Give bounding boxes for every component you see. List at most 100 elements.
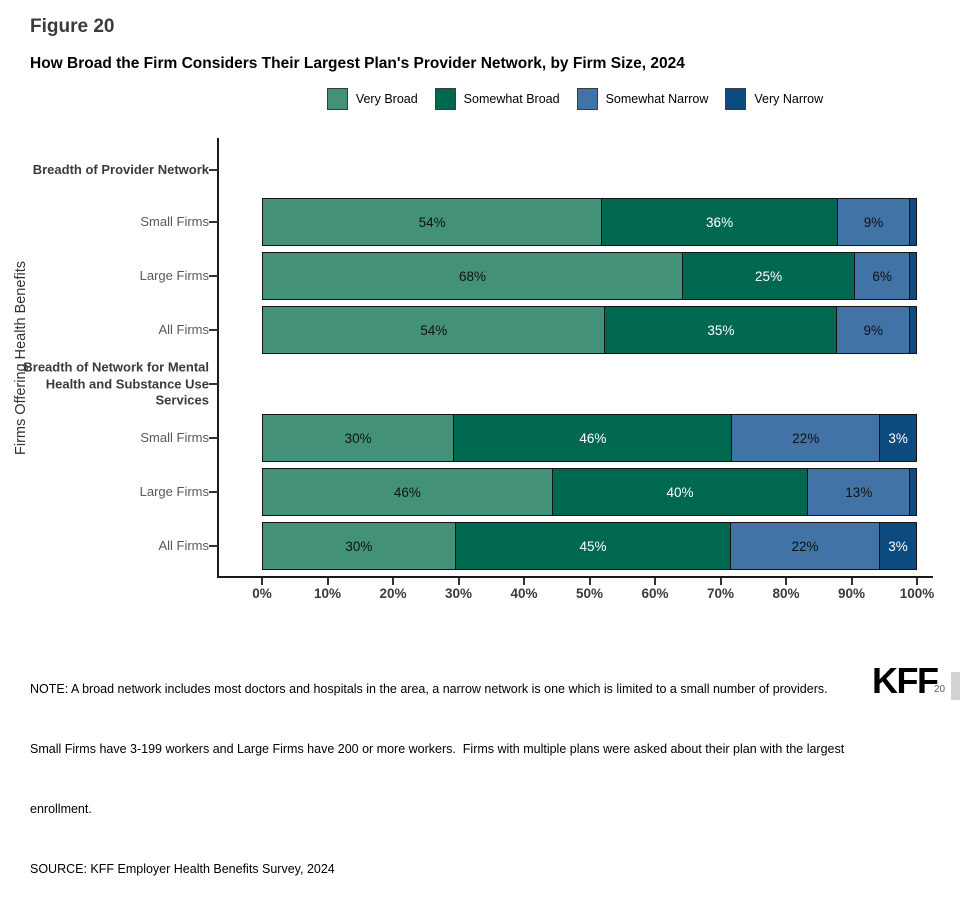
x-tick-label: 10% <box>313 586 342 601</box>
segment-very-broad: 54% <box>263 199 603 245</box>
y-axis-tick <box>209 383 218 385</box>
source-line: SOURCE: KFF Employer Health Benefits Sur… <box>30 862 335 876</box>
kff-logo: KFF <box>872 660 939 701</box>
segment-value-label: 30% <box>344 430 372 446</box>
segment-very-narrow <box>910 253 916 299</box>
x-axis-tick <box>588 578 591 585</box>
segment-very-narrow: 3% <box>880 415 916 461</box>
segment-value-label: 9% <box>863 322 883 338</box>
segment-somewhat-narrow: 9% <box>837 307 911 353</box>
x-axis-tick <box>719 578 722 585</box>
x-axis-tick <box>785 578 787 585</box>
legend-label: Very Broad <box>355 92 418 106</box>
segment-value-label: 54% <box>420 322 448 338</box>
x-tick-label: 30% <box>444 586 473 601</box>
legend-swatch-somewhat-broad <box>434 88 456 110</box>
row-label-large-firms: Large Firms <box>139 483 209 499</box>
legend-swatch-somewhat-narrow <box>576 88 598 110</box>
legend-label: Somewhat Broad <box>463 92 560 106</box>
segment-somewhat-broad: 35% <box>605 307 838 353</box>
segment-very-broad: 30% <box>263 415 455 461</box>
segment-value-label: 45% <box>579 538 607 554</box>
y-axis-tick <box>209 437 218 439</box>
y-axis-title: Firms Offering Health Benefits <box>13 261 29 455</box>
segment-value-label: 46% <box>579 430 607 446</box>
bar-group1-small-firms: 54% 36% 9% <box>262 198 917 246</box>
segment-value-label: 36% <box>706 214 734 230</box>
segment-value-label: 68% <box>458 268 487 284</box>
chart-title: How Broad the Firm Considers Their Large… <box>30 55 685 72</box>
segment-very-broad: 68% <box>263 253 683 299</box>
legend-label: Somewhat Narrow <box>605 92 709 106</box>
segment-very-narrow <box>910 307 916 353</box>
y-axis-tick <box>209 329 218 331</box>
footnotes: NOTE: A broad network includes most doct… <box>30 639 890 899</box>
x-axis-tick <box>326 578 329 585</box>
legend-item-very-narrow: Very Narrow <box>725 88 823 110</box>
legend-item-somewhat-narrow: Somewhat Narrow <box>576 88 709 110</box>
segment-value-label: 35% <box>707 322 735 338</box>
figure-number: Figure 20 <box>30 16 115 37</box>
note-line: enrollment. <box>30 802 92 816</box>
segment-somewhat-narrow: 13% <box>808 469 911 515</box>
segment-somewhat-broad: 36% <box>602 199 838 245</box>
y-axis-tick <box>209 221 218 223</box>
row-label-all-firms: All Firms <box>158 537 209 553</box>
segment-somewhat-broad: 40% <box>552 469 809 515</box>
segment-very-broad: 46% <box>263 469 553 515</box>
segment-value-label: 40% <box>666 484 694 500</box>
segment-value-label: 30% <box>345 538 373 554</box>
x-tick-label: 80% <box>772 586 800 601</box>
row-label-all-firms: All Firms <box>158 321 209 337</box>
segment-value-label: 9% <box>863 214 884 230</box>
segment-very-broad: 54% <box>263 307 606 353</box>
x-axis-tick <box>457 578 460 585</box>
segment-value-label: 6% <box>872 268 892 284</box>
segment-somewhat-broad: 25% <box>683 253 856 299</box>
bar-group2-all-firms: 30% 45% 22% 3% <box>262 522 917 570</box>
x-tick-label: 90% <box>837 586 866 601</box>
segment-value-label: 22% <box>792 430 820 446</box>
x-axis-tick <box>654 578 656 585</box>
note-line: Small Firms have 3-199 workers and Large… <box>30 742 845 756</box>
segment-very-narrow <box>910 199 916 245</box>
row-label-small-firms: Small Firms <box>140 213 209 229</box>
segment-somewhat-broad: 46% <box>454 415 733 461</box>
segment-value-label: 3% <box>888 430 908 446</box>
segment-somewhat-narrow: 22% <box>732 415 881 461</box>
segment-value-label: 25% <box>755 268 783 284</box>
bar-group2-small-firms: 30% 46% 22% 3% <box>262 414 917 462</box>
segment-somewhat-narrow: 9% <box>837 199 911 245</box>
x-tick-label: 20% <box>379 586 407 601</box>
segment-value-label: 54% <box>418 214 446 230</box>
segment-very-narrow: 3% <box>879 523 916 569</box>
bar-group1-large-firms: 68% 25% 6% <box>262 252 917 300</box>
segment-value-label: 22% <box>791 538 819 554</box>
y-axis-tick <box>209 545 218 547</box>
x-axis-tick <box>392 578 394 585</box>
y-axis-tick <box>209 169 218 171</box>
bar-group1-all-firms: 54% 35% 9% <box>262 306 917 354</box>
x-axis-tick <box>850 578 853 585</box>
segment-somewhat-broad: 45% <box>455 523 732 569</box>
segment-value-label: 46% <box>393 484 421 500</box>
legend-item-somewhat-broad: Somewhat Broad <box>434 88 560 110</box>
plot-area: 54% 36% 9% 68% 25% 6% 54% 35% 9% 30% 46% 22% 3% 46% 40… <box>209 138 934 601</box>
x-tick-label: 0% <box>252 586 272 601</box>
x-tick-label: 50% <box>575 586 604 601</box>
x-tick-label: 70% <box>706 586 735 601</box>
bar-group2-large-firms: 46% 40% 13% <box>262 468 917 516</box>
segment-somewhat-narrow: 22% <box>731 523 880 569</box>
x-axis-tick <box>261 578 263 585</box>
x-axis-tick <box>523 578 525 585</box>
row-label-large-firms: Large Firms <box>139 267 209 283</box>
y-axis-tick <box>209 491 218 493</box>
x-tick-label: 60% <box>641 586 669 601</box>
y-axis-tick <box>209 275 218 277</box>
group-header-1: Breadth of Provider Network <box>32 161 209 177</box>
x-tick-label: 40% <box>510 586 538 601</box>
legend-item-very-broad: Very Broad <box>326 88 418 110</box>
page-number: 20 <box>934 684 946 695</box>
legend-swatch-very-broad <box>326 88 348 110</box>
legend-swatch-very-narrow <box>725 88 747 110</box>
